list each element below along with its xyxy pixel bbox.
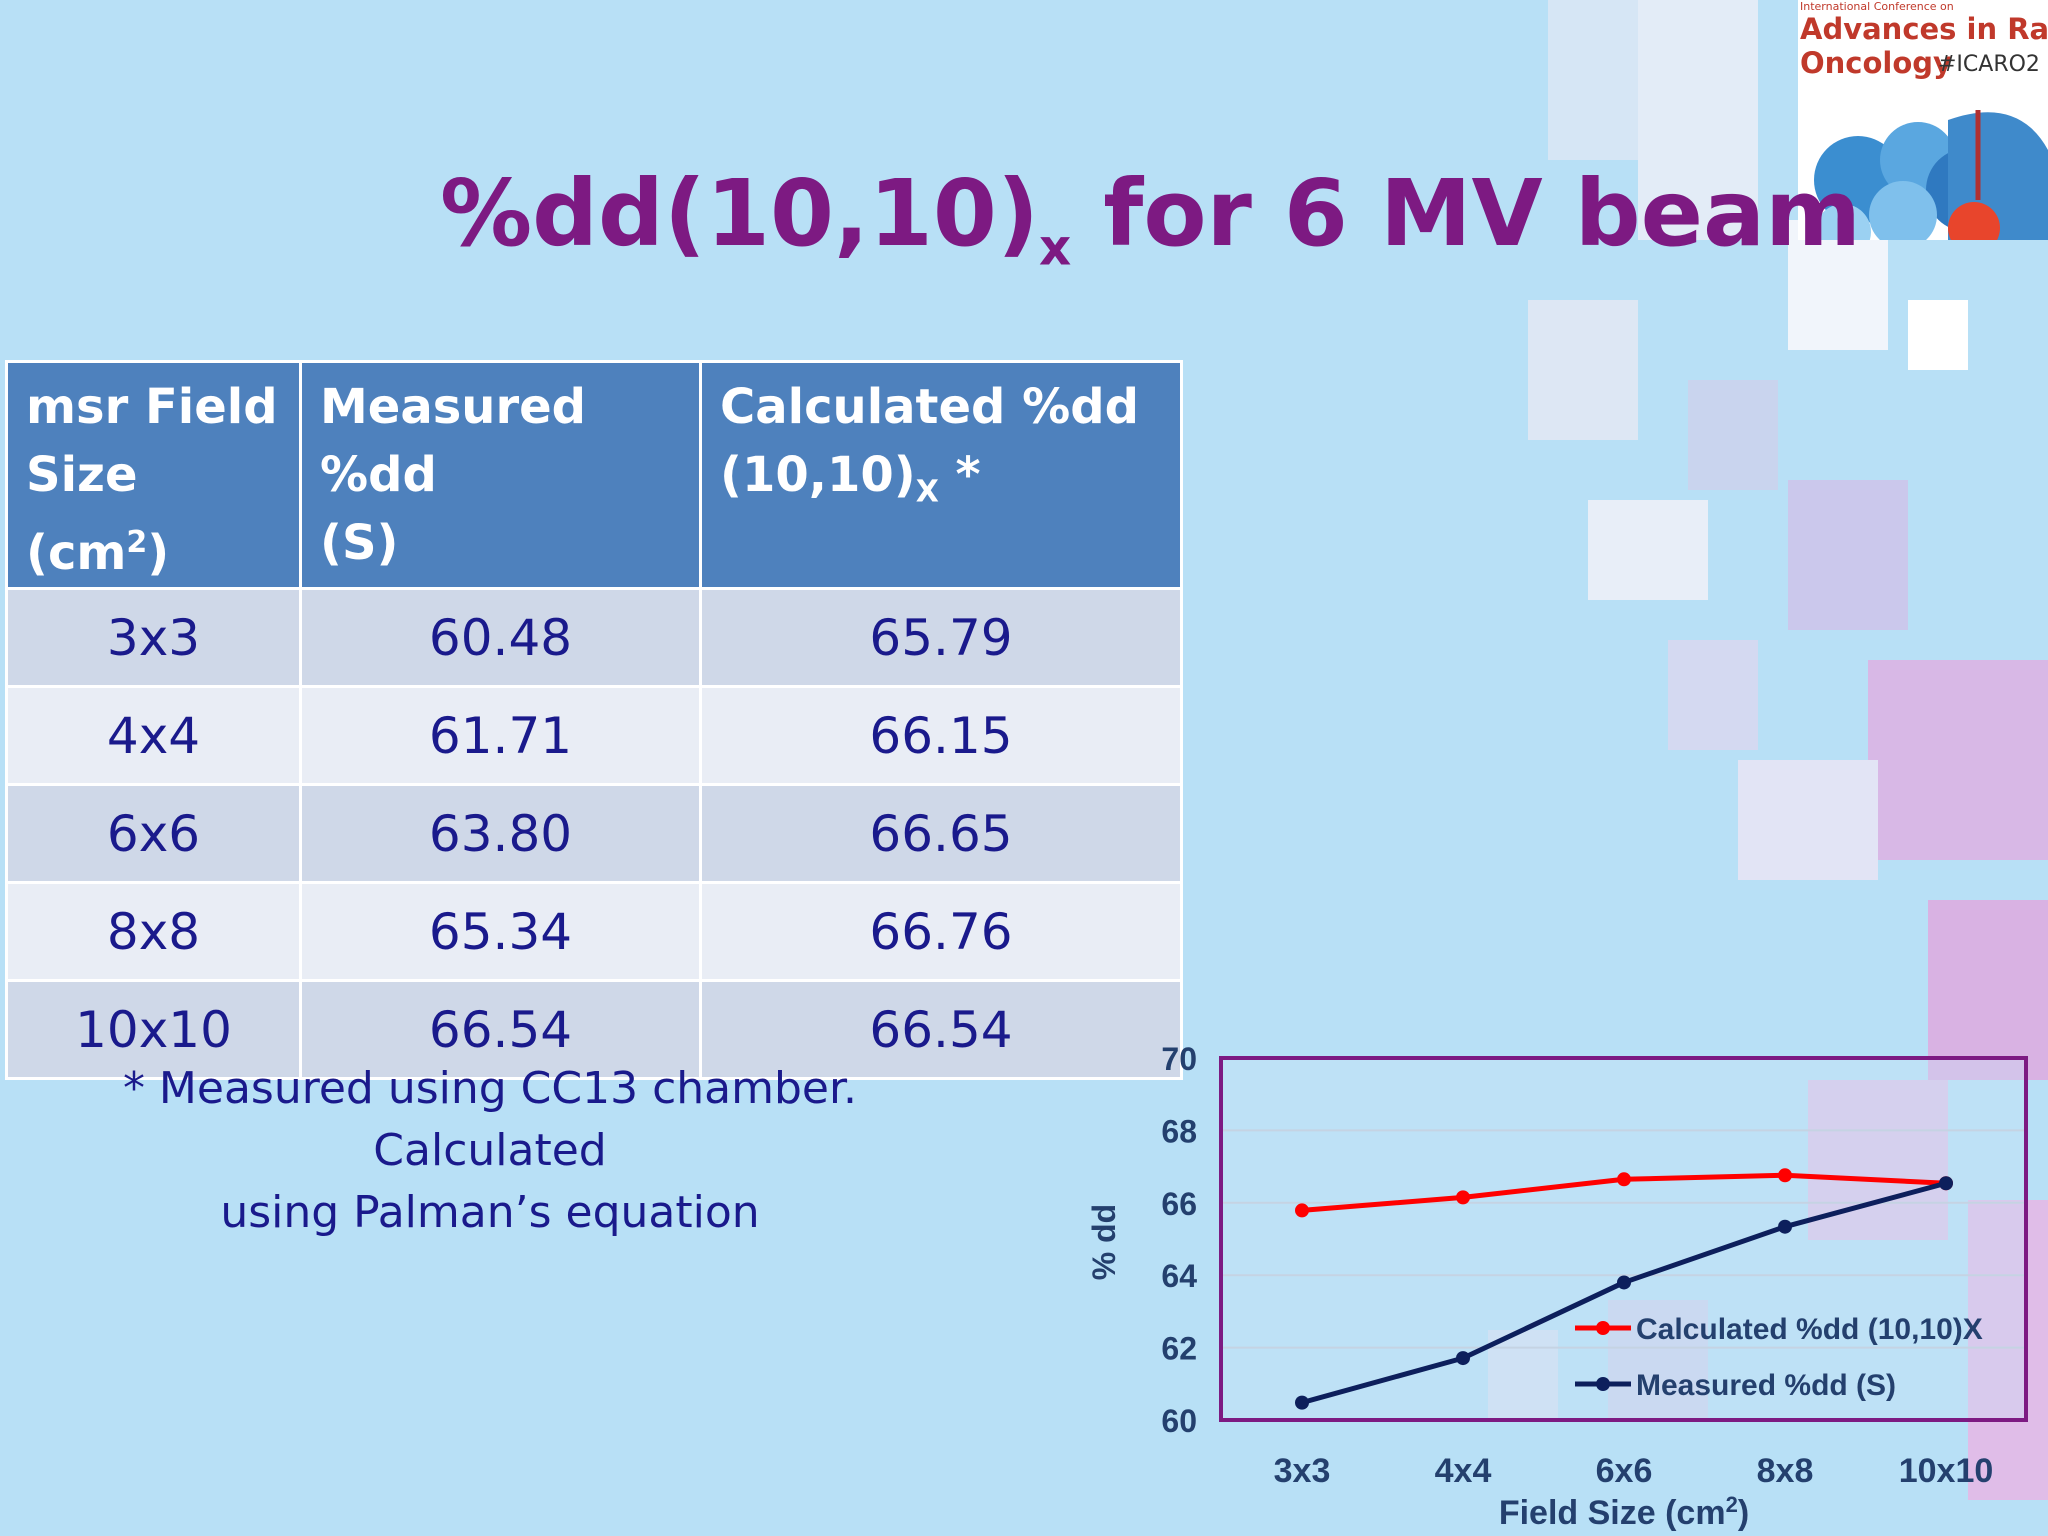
x-tick-label: 3x3 [1274, 1452, 1331, 1490]
cell-measured: 60.48 [299, 587, 702, 688]
table-row: 4x4 61.71 66.15 [5, 685, 1183, 786]
table-row: 6x6 63.80 66.65 [5, 783, 1183, 884]
cell-measured: 63.80 [299, 783, 702, 884]
logo-caption: International Conference on [1800, 0, 1954, 13]
x-tick-label: 10x10 [1899, 1452, 1994, 1490]
y-tick-label: 68 [1161, 1113, 1197, 1149]
data-point [1939, 1176, 1953, 1191]
cell-calculated: 66.76 [699, 881, 1183, 982]
footnote-line-2: using Palman’s equation [220, 1187, 760, 1238]
table-row: 8x8 65.34 66.76 [5, 881, 1183, 982]
cell-measured: 66.54 [299, 979, 702, 1080]
table-header-row: msr Field Size (cm2) Measured %dd (S) Calc… [5, 360, 1183, 590]
logo-illustration [1814, 110, 2048, 240]
header-field-size: msr Field Size (cm2) [5, 360, 302, 590]
table-row: 10x10 66.54 66.54 [5, 979, 1183, 1080]
legend-marker [1596, 1377, 1610, 1391]
cell-calculated: 66.54 [699, 979, 1183, 1080]
y-tick-label: 62 [1161, 1331, 1197, 1367]
legend-marker [1596, 1321, 1610, 1335]
x-tick-label: 8x8 [1757, 1452, 1814, 1490]
x-tick-label: 4x4 [1435, 1452, 1492, 1490]
plot-border [1219, 1056, 2028, 1422]
conference-logo: International Conference on Advances in … [1798, 0, 2048, 240]
data-point [1456, 1351, 1470, 1366]
x-tick-label: 6x6 [1596, 1452, 1653, 1490]
header-calculated: Calculated %dd (10,10)X * [699, 360, 1183, 590]
cell-field-size: 4x4 [5, 685, 302, 786]
legend-label: Measured %dd (S) [1636, 1369, 1896, 1402]
data-point [1456, 1190, 1470, 1205]
data-point [1778, 1219, 1792, 1234]
y-tick-label: 64 [1161, 1258, 1197, 1294]
cell-measured: 65.34 [299, 881, 702, 982]
logo-subtitle: Oncology [1800, 46, 1952, 80]
x-axis-title-sup: 2 [1726, 1492, 1738, 1517]
data-point [1295, 1395, 1309, 1410]
data-point [1295, 1203, 1309, 1218]
line-chart: 60 62 64 66 68 70 3x3 4x4 6x6 8x8 10x10 % dd Field S… [1086, 1041, 2028, 1533]
logo-title: Advances in Radiation [1800, 12, 2048, 46]
footnote-line-1: * Measured using CC13 chamber. Calculate… [122, 1063, 858, 1176]
data-point [1617, 1275, 1631, 1290]
header-measured: Measured %dd (S) [299, 360, 702, 590]
cell-field-size: 6x6 [5, 783, 302, 884]
y-axis-title: % dd [1086, 1204, 1122, 1280]
cell-field-size: 10x10 [5, 979, 302, 1080]
data-point [1617, 1172, 1631, 1187]
y-tick-label: 60 [1161, 1403, 1197, 1439]
cell-calculated: 66.15 [699, 685, 1183, 786]
background-mosaic [1488, 0, 2048, 1536]
logo-hashtag: #ICARO2 [1938, 52, 2040, 77]
cell-calculated: 66.65 [699, 783, 1183, 884]
cell-measured: 61.71 [299, 685, 702, 786]
cell-calculated: 65.79 [699, 587, 1183, 688]
table-row: 3x3 60.48 65.79 [5, 587, 1183, 688]
x-axis-title: Field Size (cm2) [1499, 1492, 1749, 1533]
cell-field-size: 8x8 [5, 881, 302, 982]
cell-field-size: 3x3 [5, 587, 302, 688]
y-tick-label: 66 [1161, 1186, 1197, 1222]
legend-label: Calculated %dd (10,10)X [1636, 1313, 1983, 1346]
plot-area [1221, 1058, 2026, 1420]
footnote: * Measured using CC13 chamber. Calculate… [20, 1058, 960, 1244]
y-tick-label: 70 [1161, 1041, 1197, 1077]
data-table: msr Field Size (cm2) Measured %dd (S) Calc… [5, 360, 1183, 1080]
slide-title: %dd(10,10)x for 6 MV beam [440, 160, 1861, 277]
data-point [1778, 1168, 1792, 1183]
